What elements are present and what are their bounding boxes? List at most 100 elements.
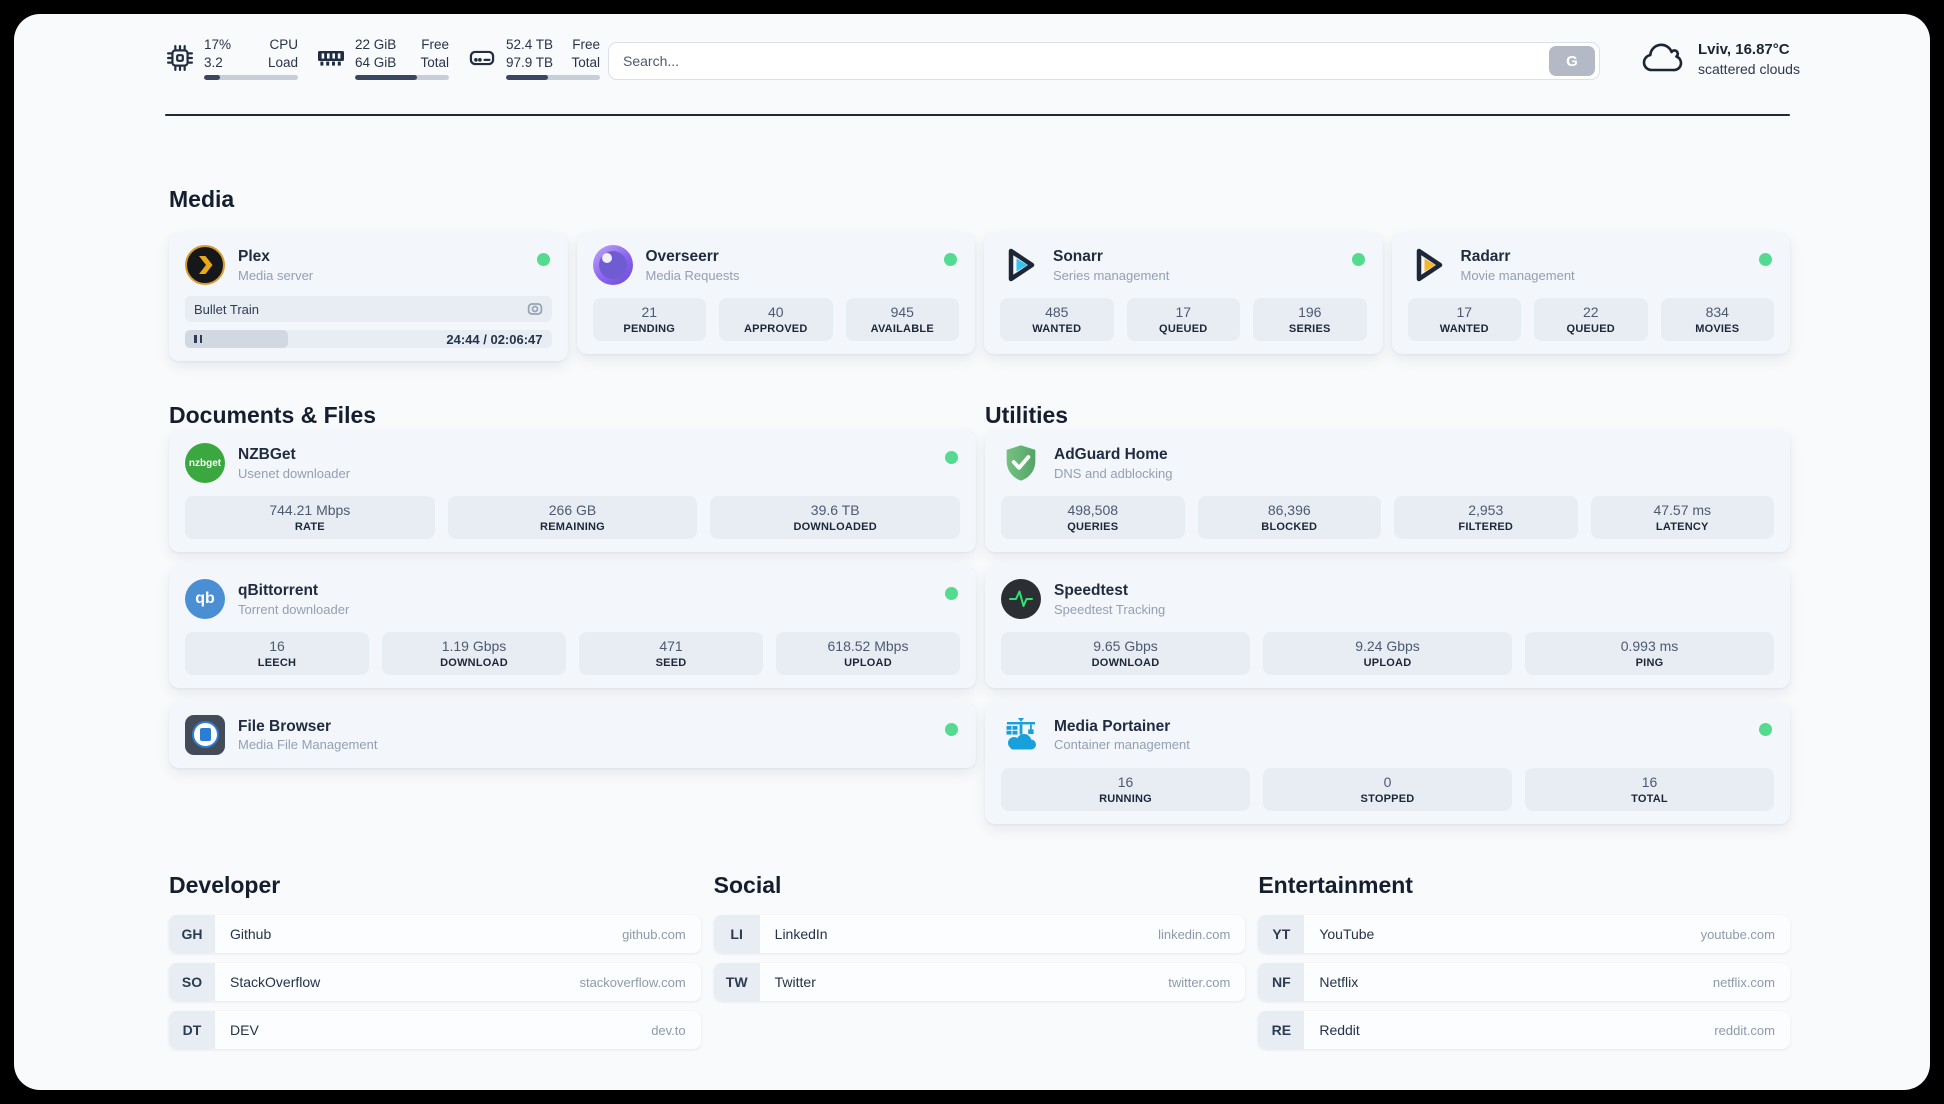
memory-free-label: Free [421,37,449,52]
bookmark-url: github.com [622,926,686,942]
qbittorrent-icon: qb [185,578,225,619]
app-name: Speedtest [1054,582,1129,600]
stat-stopped: 0 STOPPED [1263,767,1512,811]
stat-total: 16 TOTAL [1525,767,1774,811]
stat-wanted: 17 WANTED [1407,298,1521,341]
stat-download: 9.65 Gbps DOWNLOAD [1001,631,1250,675]
header-divider [165,114,1790,116]
disk-icon [467,44,497,72]
section-title-media: Media [169,186,235,212]
stat-downloaded: 39.6 TB DOWNLOADED [710,496,961,539]
app-card-portainer[interactable]: Media Portainer Container management 16 … [985,701,1790,824]
media-card-row: Plex Media server Bullet Train 24:44 / 0… [169,232,1790,361]
weather-widget: Lviv, 16.87°C scattered clouds [1640,40,1800,78]
stat-pending: 21 PENDING [592,298,706,341]
bookmark-group-entertainment: Entertainment YT YouTube youtube.com NF … [1258,872,1790,1049]
bookmark-linkedin[interactable]: LI LinkedIn linkedin.com [713,915,1246,953]
cpu-label: CPU [269,37,298,52]
playback-progress-fill [185,330,288,348]
bookmark-url: youtube.com [1700,926,1775,942]
disk-total-value: 97.9 TB [506,54,554,70]
memory-icon [316,48,346,68]
bookmark-url: linkedin.com [1158,926,1231,942]
app-card-radarr[interactable]: Radarr Movie management 17 WANTED 22 QUE… [1391,232,1790,354]
section-title-utilities: Utilities [985,402,1069,428]
bookmark-name: DEV [230,1022,259,1038]
disk-progress-fill [506,75,549,81]
bookmark-name: YouTube [1319,926,1375,942]
bookmark-url: twitter.com [1168,974,1231,990]
status-dot [1759,722,1772,736]
bookmark-stackoverflow[interactable]: SO StackOverflow stackoverflow.com [169,963,701,1001]
bookmark-url: dev.to [651,1022,686,1038]
stat-running: 16 RUNNING [1001,767,1250,811]
sonarr-icon [1000,245,1040,285]
disk-stat: 52.4 TB Free 97.9 TB Total [467,36,600,81]
weather-condition: scattered clouds [1698,60,1800,77]
stat-approved: 40 APPROVED [719,298,833,341]
disk-total-label: Total [571,54,600,70]
documents-column: nzbget NZBGet Usenet downloader 744.21 M… [169,430,976,768]
app-card-plex[interactable]: Plex Media server Bullet Train 24:44 / 0… [169,232,568,361]
bookmarks-section: Developer GH Github github.com SO StackO… [169,872,1790,1049]
memory-progress-bar [355,75,449,81]
bookmark-reddit[interactable]: RE Reddit reddit.com [1258,1011,1790,1049]
app-name: File Browser [238,718,332,736]
stat-series: 196 SERIES [1253,298,1367,341]
stat-upload: 9.24 Gbps UPLOAD [1263,631,1512,675]
app-name: NZBGet [238,446,296,464]
playback-time: 24:44 / 02:06:47 [446,331,543,347]
app-name: Radarr [1460,248,1511,266]
app-card-filebrowser[interactable]: File Browser Media File Management [169,701,976,768]
memory-free-value: 22 GiB [355,37,397,52]
bookmark-github[interactable]: GH Github github.com [169,915,701,953]
search-bar: G [608,42,1600,80]
bookmark-name: LinkedIn [774,926,828,942]
stat-movies: 834 MOVIES [1660,298,1774,341]
speedtest-icon [1001,578,1041,619]
app-card-speedtest[interactable]: Speedtest Speedtest Tracking 9.65 Gbps D… [985,565,1790,688]
bookmark-dev[interactable]: DT DEV dev.to [169,1011,701,1049]
bookmark-group-title: Developer [169,872,281,898]
app-name: Sonarr [1053,248,1103,266]
bookmark-name: Twitter [774,974,816,990]
bookmark-abbr: SO [169,963,215,1001]
bookmark-group-title: Entertainment [1258,872,1413,898]
bookmark-youtube[interactable]: YT YouTube youtube.com [1258,915,1790,953]
bookmark-netflix[interactable]: NF Netflix netflix.com [1258,963,1790,1001]
app-description: Container management [1054,737,1190,753]
app-card-qbittorrent[interactable]: qb qBittorrent Torrent downloader 16 LEE… [169,565,976,688]
stat-leech: 16 LEECH [185,631,369,675]
cpu-progress-fill [204,75,220,81]
disk-free-label: Free [572,37,600,52]
bookmark-abbr: NF [1258,963,1305,1001]
bookmark-name: Github [230,926,272,942]
app-card-sonarr[interactable]: Sonarr Series management 485 WANTED 17 Q… [984,232,1383,354]
app-description: Media server [238,267,314,283]
stat-queries: 498,508 QUERIES [1001,496,1185,539]
app-card-overseerr[interactable]: Overseerr Media Requests 21 PENDING 40 A… [576,232,975,354]
status-dot [945,586,958,600]
app-description: DNS and adblocking [1054,465,1173,481]
search-engine-button[interactable]: G [1549,46,1595,76]
cloud-icon [1640,41,1686,77]
pause-icon[interactable] [194,335,202,343]
status-dot [1351,253,1365,266]
app-name: qBittorrent [238,582,319,600]
search-input[interactable] [609,53,1549,69]
disk-progress-bar [506,75,600,81]
stat-rate: 744.21 Mbps RATE [185,496,435,539]
stat-ping: 0.993 ms PING [1525,631,1774,675]
status-dot [944,253,957,266]
app-description: Movie management [1460,267,1575,283]
app-card-nzbget[interactable]: nzbget NZBGet Usenet downloader 744.21 M… [169,430,976,552]
radarr-icon [1408,245,1448,285]
status-dot [536,253,550,266]
app-description: Media File Management [238,737,378,753]
cpu-load-label: Load [267,54,298,70]
bookmark-name: Netflix [1319,974,1359,990]
status-dot [945,722,958,736]
stat-upload: 618.52 Mbps UPLOAD [776,631,960,675]
bookmark-twitter[interactable]: TW Twitter twitter.com [713,963,1246,1001]
app-card-adguard[interactable]: AdGuard Home DNS and adblocking 498,508 … [985,430,1790,552]
